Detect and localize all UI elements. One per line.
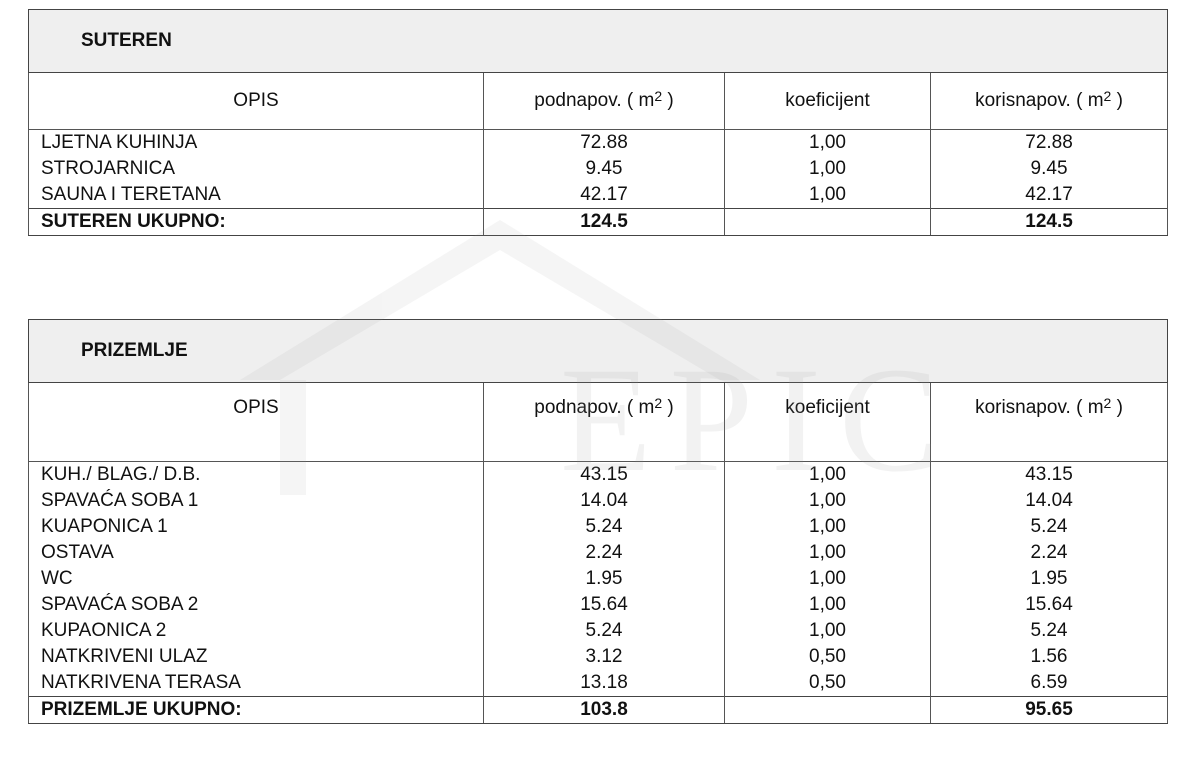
row-name: SPAVAĆA SOBA 2: [28, 592, 484, 618]
row-coef: 0,50: [724, 670, 931, 697]
row-coef: 1,00: [724, 540, 931, 566]
row-name: SPAVAĆA SOBA 1: [28, 488, 484, 514]
row-coef: 1,00: [724, 488, 931, 514]
row-name: LJETNA KUHINJA: [28, 129, 484, 156]
row-net: 2.24: [930, 540, 1168, 566]
table-row: KUPAONICA 2 5.24 1,00 5.24: [28, 618, 1168, 644]
row-name: KUAPONICA 1: [28, 514, 484, 540]
row-coef: 1,00: [724, 129, 931, 156]
header-opis: OPIS: [28, 72, 484, 130]
total-gross: 124.5: [483, 208, 725, 236]
row-name: OSTAVA: [28, 540, 484, 566]
header-gross: podnapov. ( m2 ): [483, 382, 725, 462]
section-title: SUTEREN: [27, 9, 1169, 73]
table-row: SPAVAĆA SOBA 1 14.04 1,00 14.04: [28, 488, 1168, 514]
section-title-row: SUTEREN: [27, 9, 1169, 73]
header-coef: koeficijent: [724, 382, 931, 462]
row-name: KUH./ BLAG./ D.B.: [28, 461, 484, 488]
row-coef: 1,00: [724, 461, 931, 488]
section-title-row: PRIZEMLJE: [28, 319, 1168, 383]
row-gross: 3.12: [483, 644, 725, 670]
total-net: 124.5: [929, 208, 1169, 236]
table-row: OSTAVA 2.24 1,00 2.24: [28, 540, 1168, 566]
row-name: NATKRIVENA TERASA: [28, 670, 484, 697]
row-coef: 1,00: [724, 156, 931, 182]
row-net: 42.17: [929, 182, 1169, 209]
table-row: NATKRIVENI ULAZ 3.12 0,50 1.56: [28, 644, 1168, 670]
row-net: 1.95: [930, 566, 1168, 592]
row-net: 5.24: [930, 618, 1168, 644]
row-net: 6.59: [930, 670, 1168, 697]
row-gross: 72.88: [483, 129, 725, 156]
row-name: SAUNA I TERETANA: [28, 182, 484, 209]
row-gross: 5.24: [483, 618, 725, 644]
row-coef: 1,00: [724, 566, 931, 592]
table-row: KUH./ BLAG./ D.B. 43.15 1,00 43.15: [28, 461, 1168, 488]
row-net: 9.45: [929, 156, 1169, 182]
table-row: SAUNA I TERETANA 42.17 1,00 42.17: [28, 182, 1169, 209]
total-gross: 103.8: [483, 696, 725, 724]
row-gross: 15.64: [483, 592, 725, 618]
total-row: PRIZEMLJE UKUPNO: 103.8 95.65: [28, 696, 1168, 724]
row-name: STROJARNICA: [28, 156, 484, 182]
total-label: SUTEREN UKUPNO:: [28, 208, 484, 236]
row-net: 43.15: [930, 461, 1168, 488]
table-row: KUAPONICA 1 5.24 1,00 5.24: [28, 514, 1168, 540]
row-gross: 1.95: [483, 566, 725, 592]
total-label: PRIZEMLJE UKUPNO:: [28, 696, 484, 724]
row-net: 14.04: [930, 488, 1168, 514]
row-coef: 0,50: [724, 644, 931, 670]
header-gross: podnapov. ( m2 ): [483, 72, 725, 130]
table-row: LJETNA KUHINJA 72.88 1,00 72.88: [28, 129, 1169, 156]
table-row: NATKRIVENA TERASA 13.18 0,50 6.59: [28, 670, 1168, 697]
row-name: WC: [28, 566, 484, 592]
header-row: OPIS podnapov. ( m2 ) koeficijent korisn…: [28, 72, 1169, 130]
header-coef: koeficijent: [724, 72, 931, 130]
total-coef: [724, 696, 931, 724]
row-net: 1.56: [930, 644, 1168, 670]
row-coef: 1,00: [724, 618, 931, 644]
suteren-table: SUTEREN OPIS podnapov. ( m2 ) koeficijen…: [27, 9, 1169, 236]
row-name: KUPAONICA 2: [28, 618, 484, 644]
total-coef: [724, 208, 931, 236]
row-gross: 2.24: [483, 540, 725, 566]
row-coef: 1,00: [724, 514, 931, 540]
row-coef: 1,00: [724, 182, 931, 209]
header-net: korisnapov. ( m2 ): [930, 382, 1168, 462]
row-gross: 5.24: [483, 514, 725, 540]
table-row: STROJARNICA 9.45 1,00 9.45: [28, 156, 1169, 182]
row-net: 5.24: [930, 514, 1168, 540]
row-gross: 14.04: [483, 488, 725, 514]
row-net: 15.64: [930, 592, 1168, 618]
section-title: PRIZEMLJE: [28, 319, 1168, 383]
row-gross: 42.17: [483, 182, 725, 209]
row-gross: 43.15: [483, 461, 725, 488]
row-name: NATKRIVENI ULAZ: [28, 644, 484, 670]
table-row: WC 1.95 1,00 1.95: [28, 566, 1168, 592]
prizemlje-table: PRIZEMLJE OPIS podnapov. ( m2 ) koeficij…: [28, 319, 1168, 724]
header-opis: OPIS: [28, 382, 484, 462]
row-net: 72.88: [929, 129, 1169, 156]
total-net: 95.65: [930, 696, 1168, 724]
row-gross: 9.45: [483, 156, 725, 182]
row-coef: 1,00: [724, 592, 931, 618]
table-row: SPAVAĆA SOBA 2 15.64 1,00 15.64: [28, 592, 1168, 618]
header-net: korisnapov. ( m2 ): [929, 72, 1169, 130]
header-row: OPIS podnapov. ( m2 ) koeficijent korisn…: [28, 382, 1168, 462]
total-row: SUTEREN UKUPNO: 124.5 124.5: [28, 208, 1169, 236]
row-gross: 13.18: [483, 670, 725, 697]
